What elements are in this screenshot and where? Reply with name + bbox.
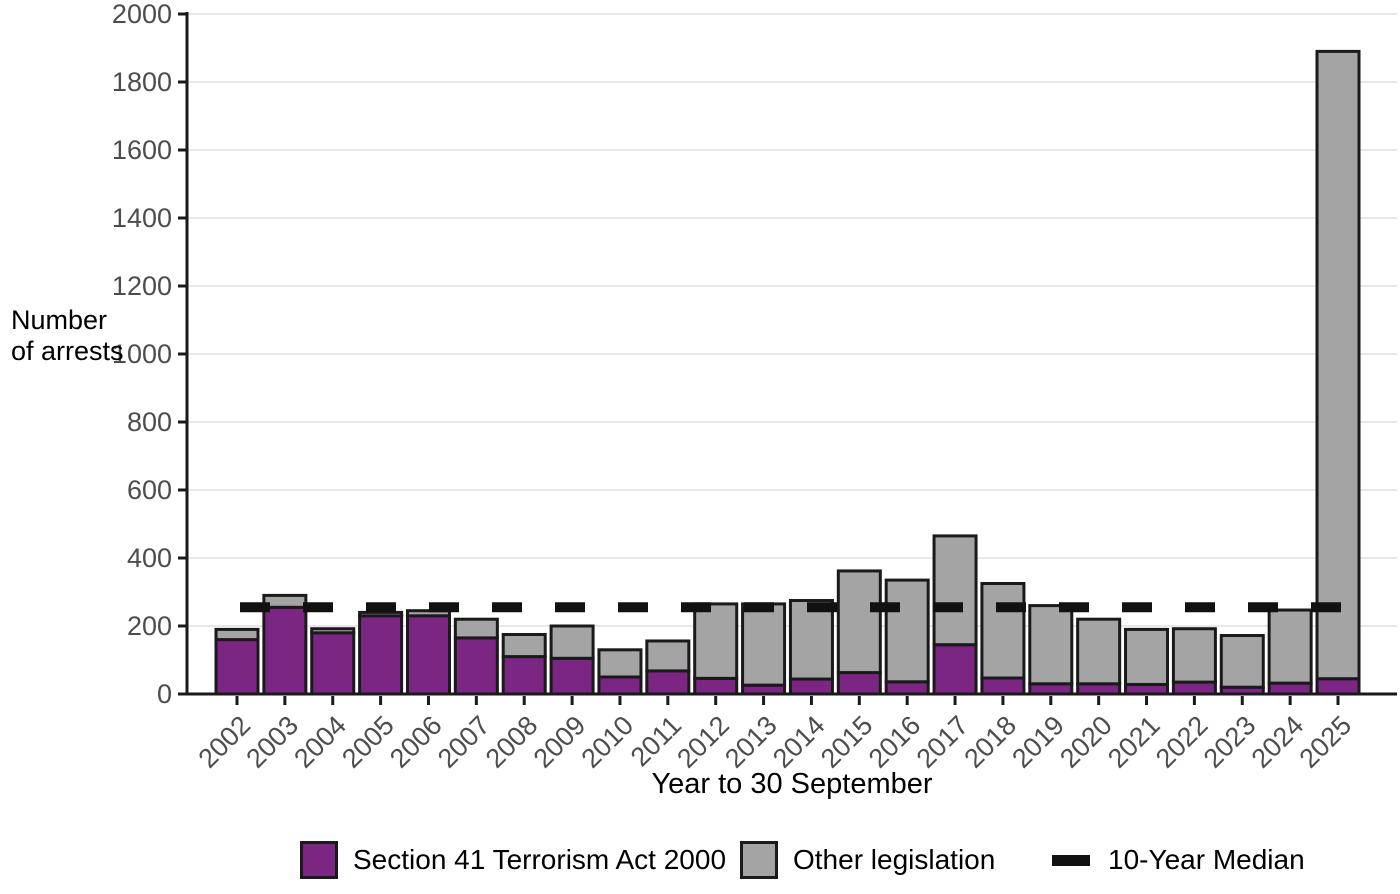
y-tick-label-1200: 1200 xyxy=(112,271,172,301)
y-tick-label-400: 400 xyxy=(127,543,172,573)
legend-swatch-other-icon xyxy=(740,841,778,879)
bar-2020-section41 xyxy=(1076,682,1122,696)
x-tick-label-2009: 2009 xyxy=(528,710,592,774)
bar-2005-other xyxy=(358,610,404,618)
x-tick-label-2013: 2013 xyxy=(719,710,783,774)
legend-label-median: 10-Year Median xyxy=(1108,844,1305,875)
x-tick-label-2004: 2004 xyxy=(288,710,352,774)
bar-2007-section41 xyxy=(453,636,499,696)
legend-swatch-section41-icon xyxy=(300,841,338,879)
legend: Section 41 Terrorism Act 2000 Other legi… xyxy=(0,836,1400,886)
x-tick-label-2020: 2020 xyxy=(1054,710,1118,774)
bar-2004-other xyxy=(310,627,356,635)
x-tick-label-2003: 2003 xyxy=(240,710,304,774)
y-tick-label-200: 200 xyxy=(127,611,172,641)
bar-2019-other xyxy=(1028,604,1074,686)
bar-2024-section41 xyxy=(1267,681,1313,696)
y-tick-label-1400: 1400 xyxy=(112,203,172,233)
bar-2016-section41 xyxy=(884,680,930,696)
x-tick-label-2016: 2016 xyxy=(863,710,927,774)
bar-2018-other xyxy=(980,582,1026,680)
bar-2015-other xyxy=(836,569,882,675)
x-tick-label-2015: 2015 xyxy=(815,710,879,774)
bar-2014-other xyxy=(788,599,834,681)
bar-2025-section41 xyxy=(1315,677,1361,696)
bar-2019-section41 xyxy=(1028,682,1074,696)
x-tick-label-2017: 2017 xyxy=(911,710,975,774)
bar-2005-section41 xyxy=(358,614,404,696)
bar-2017-other xyxy=(932,534,978,647)
y-tick-label-800: 800 xyxy=(127,407,172,437)
bar-2023-other xyxy=(1219,634,1265,689)
x-tick-label-2012: 2012 xyxy=(671,710,735,774)
x-tick-label-2019: 2019 xyxy=(1006,710,1070,774)
y-tick-label-600: 600 xyxy=(127,475,172,505)
bar-2016-other xyxy=(884,578,930,684)
bar-2002-other xyxy=(214,627,260,642)
bar-2010-section41 xyxy=(597,675,643,696)
bar-2007-other xyxy=(453,617,499,640)
bar-2015-section41 xyxy=(836,671,882,696)
legend-item-median: 10-Year Median xyxy=(1052,836,1305,884)
x-tick-label-2021: 2021 xyxy=(1102,710,1166,774)
bar-2009-section41 xyxy=(549,656,595,696)
bar-2006-other xyxy=(405,609,451,618)
bar-2021-other xyxy=(1124,627,1170,686)
y-tick-label-1600: 1600 xyxy=(112,135,172,165)
bar-2011-other xyxy=(645,639,691,673)
bar-2003-section41 xyxy=(262,605,308,696)
x-tick-label-2018: 2018 xyxy=(958,710,1022,774)
bar-2003-other xyxy=(262,593,308,609)
x-axis-title: Year to 30 September xyxy=(651,768,933,800)
x-tick-label-2006: 2006 xyxy=(384,710,448,774)
bar-2013-other xyxy=(741,602,787,687)
bar-2024-other xyxy=(1267,608,1313,685)
bar-2014-section41 xyxy=(788,677,834,696)
legend-label-other: Other legislation xyxy=(793,844,996,875)
bar-2002-section41 xyxy=(214,638,260,696)
x-tick-label-2002: 2002 xyxy=(193,710,257,774)
bar-2004-section41 xyxy=(310,631,356,696)
y-tick-label-2000: 2000 xyxy=(112,0,172,29)
bar-2025-other xyxy=(1315,49,1361,681)
bar-2012-section41 xyxy=(693,676,739,696)
y-tick-label-1800: 1800 xyxy=(112,67,172,97)
y-tick-label-1000: 1000 xyxy=(112,339,172,369)
x-tick-label-2023: 2023 xyxy=(1198,710,1262,774)
x-tick-label-2007: 2007 xyxy=(432,710,496,774)
bar-2006-section41 xyxy=(405,614,451,696)
bar-2012-other xyxy=(693,602,739,680)
x-tick-label-2005: 2005 xyxy=(336,710,400,774)
legend-item-section41: Section 41 Terrorism Act 2000 xyxy=(300,836,726,884)
bar-2008-section41 xyxy=(501,655,547,696)
x-tick-label-2022: 2022 xyxy=(1150,710,1214,774)
bar-2022-other xyxy=(1171,627,1217,684)
bar-2017-section41 xyxy=(932,643,978,696)
x-tick-label-2014: 2014 xyxy=(767,710,831,774)
x-tick-label-2011: 2011 xyxy=(625,710,687,772)
bar-2020-other xyxy=(1076,617,1122,686)
x-tick-label-2008: 2008 xyxy=(480,710,544,774)
legend-label-section41: Section 41 Terrorism Act 2000 xyxy=(353,844,727,875)
bar-2011-section41 xyxy=(645,669,691,696)
bar-2022-section41 xyxy=(1171,680,1217,696)
bar-2018-section41 xyxy=(980,676,1026,696)
x-tick-label-2025: 2025 xyxy=(1294,710,1358,774)
legend-median-dash-icon xyxy=(1052,854,1090,866)
bar-2009-other xyxy=(549,624,595,660)
x-tick-label-2010: 2010 xyxy=(576,710,640,774)
x-tick-label-2024: 2024 xyxy=(1246,710,1310,774)
y-axis-title: Number of arrests xyxy=(11,305,124,366)
bar-2008-other xyxy=(501,633,547,659)
legend-item-other-legislation: Other legislation xyxy=(740,836,995,884)
y-tick-label-0: 0 xyxy=(157,679,172,709)
bar-2010-other xyxy=(597,648,643,679)
